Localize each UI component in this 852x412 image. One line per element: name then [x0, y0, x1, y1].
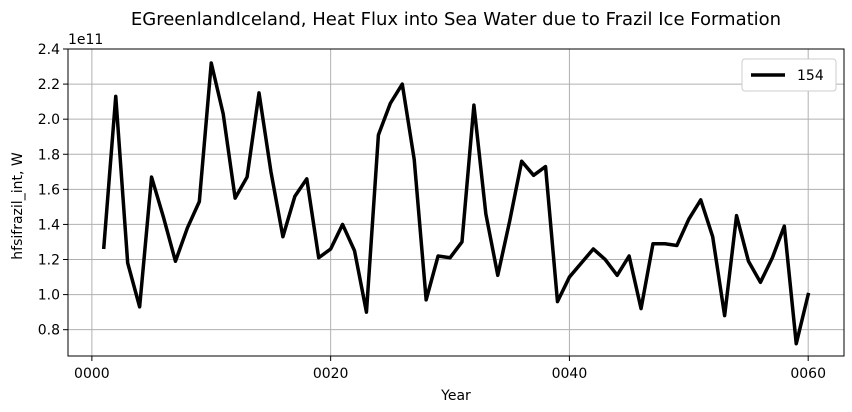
data-point [114, 95, 117, 98]
data-point [508, 220, 511, 222]
data-point [234, 197, 236, 199]
data-point [556, 300, 559, 303]
data-point [592, 248, 595, 250]
data-point [329, 248, 332, 250]
data-point [246, 176, 248, 178]
data-point [568, 276, 571, 278]
y-tick-label: 1.8 [38, 147, 60, 163]
data-point [664, 242, 666, 245]
y-tick-label: 1.2 [38, 253, 60, 269]
y-tick-label: 2.4 [38, 42, 60, 58]
x-axis-label: Year [440, 388, 471, 404]
series-line-154 [101, 61, 811, 346]
data-point [795, 342, 798, 345]
data-point [126, 262, 129, 264]
y-axis-label: hfsifrazil_int, W [10, 152, 26, 260]
data-point [437, 255, 439, 257]
data-point [198, 200, 201, 203]
data-point [294, 195, 296, 198]
data-point [723, 314, 726, 317]
data-point [711, 235, 714, 238]
data-point [162, 216, 165, 219]
data-point [341, 223, 344, 226]
data-point [807, 293, 809, 296]
legend-box [741, 58, 837, 92]
x-tick-label: 0020 [313, 366, 349, 382]
data-point [580, 262, 583, 264]
data-point [389, 102, 392, 105]
data-point [317, 256, 320, 259]
data-point [771, 256, 774, 259]
data-point [270, 171, 272, 173]
y-tick-label: 0.8 [38, 323, 60, 339]
data-point [210, 62, 213, 64]
data-point [461, 241, 463, 243]
plot-frame [67, 48, 845, 357]
data-point [544, 165, 547, 168]
data-point [532, 174, 535, 177]
legend-entry-154: 154 [797, 68, 824, 84]
data-point [103, 246, 105, 249]
x-tick-label: 0000 [74, 366, 110, 382]
data-point [258, 92, 260, 94]
data-point [747, 260, 750, 263]
data-point [473, 104, 475, 106]
y-tick-label: 1.4 [38, 217, 60, 233]
data-point [640, 307, 642, 310]
data-point [425, 299, 427, 301]
data-point [783, 225, 786, 227]
series-layer [101, 61, 811, 346]
axis-ticks: 0000 0020 0040 0060 0.8 1.0 1.2 1.4 1.6 1.8 2.0 2.2… [38, 42, 826, 382]
data-point [604, 258, 607, 261]
data-point [759, 281, 762, 284]
data-point [365, 311, 368, 313]
data-point [174, 260, 177, 263]
data-point [652, 242, 654, 245]
data-point [401, 83, 404, 85]
chart-title: EGreenlandIceland, Heat Flux into Sea Wa… [131, 9, 781, 30]
y-tick-label: 1.0 [38, 288, 60, 304]
data-point [150, 176, 153, 178]
data-point [377, 134, 380, 136]
y-tick-label: 2.2 [38, 77, 60, 93]
data-point [628, 255, 630, 257]
x-tick-label: 0040 [552, 366, 588, 382]
data-point [496, 274, 499, 277]
data-point [186, 227, 189, 229]
y-tick-label: 2.0 [38, 112, 60, 128]
data-point [616, 274, 618, 277]
data-point [305, 178, 308, 180]
data-point [520, 160, 523, 163]
x-tick-label: 0060 [790, 366, 826, 382]
data-point [449, 256, 451, 259]
data-point [485, 213, 487, 215]
data-point [699, 199, 702, 201]
data-point [735, 214, 738, 217]
legend: 154 [741, 58, 837, 92]
data-point [413, 158, 416, 161]
data-point [688, 218, 690, 220]
grid [68, 48, 844, 356]
data-point [353, 249, 356, 252]
data-point [282, 235, 284, 238]
y-axis-offset-label: 1e11 [68, 32, 103, 48]
data-point [138, 306, 141, 308]
data-point [222, 113, 224, 115]
data-point [676, 244, 678, 247]
y-tick-label: 1.6 [38, 182, 60, 198]
